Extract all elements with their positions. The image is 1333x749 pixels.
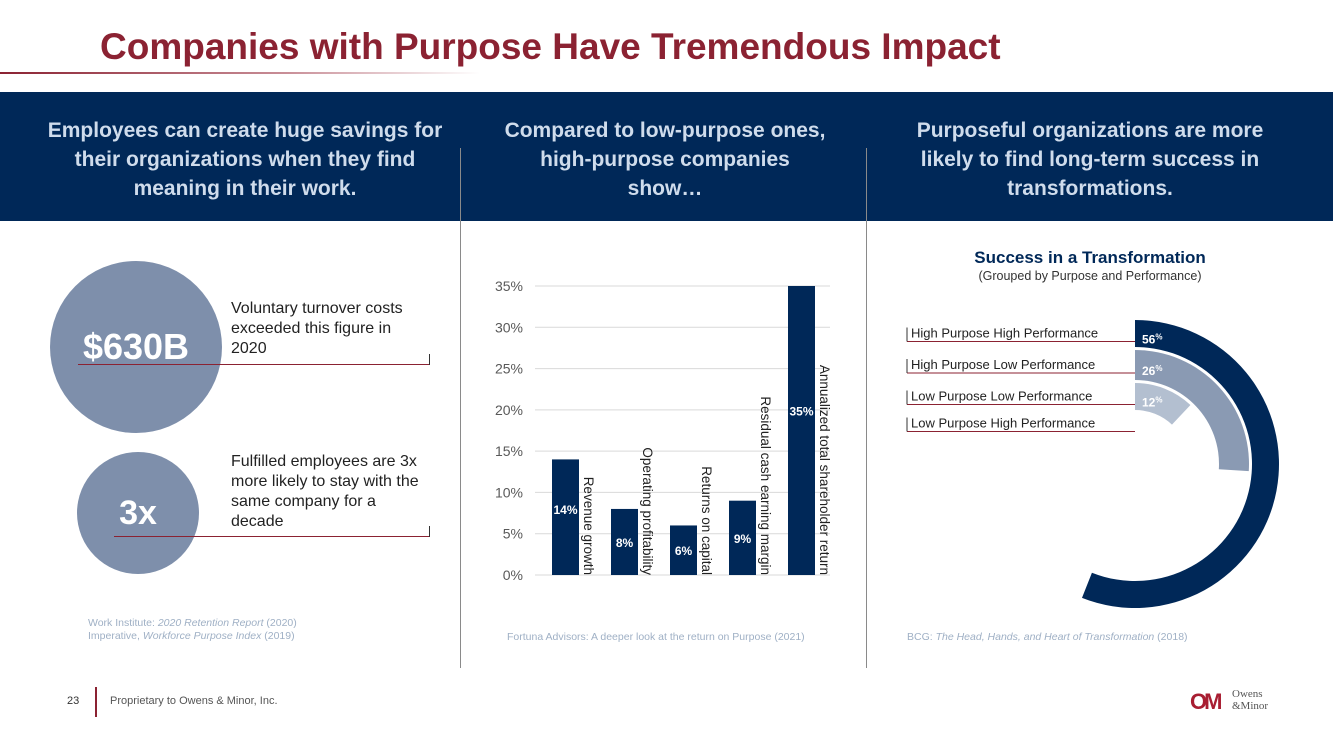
bar-data-label: 35% [789,404,813,418]
stat-value-savings: $630B [82,326,190,367]
stat-circle-retention: 3x [77,452,199,574]
bar [788,286,815,575]
divider-right [866,148,867,668]
source-left: Work Institute: 2020 Retention Report (2… [88,617,297,642]
title-underline [0,72,480,74]
y-tick-label: 15% [495,443,523,459]
y-tick-label: 10% [495,484,523,500]
column-heading-right: Purposeful organizations are more likely… [916,119,1264,200]
y-tick-label: 35% [495,278,523,294]
category-label: Revenue growth [581,477,596,575]
y-tick-label: 25% [495,361,523,377]
stat-bracket-savings [429,354,430,365]
y-tick-label: 20% [495,402,523,418]
legend-label: Low Purpose Low Performance [911,389,1092,404]
bar-data-label: 8% [616,536,634,550]
column-heading-middle: Compared to low-purpose ones, high-purpo… [504,119,826,200]
radial-bar [1135,350,1249,472]
bar [611,508,638,575]
legend-label: Low Purpose High Performance [911,416,1095,431]
legend-label: High Purpose High Performance [911,326,1098,341]
bar [670,525,697,575]
page-number: 23 [67,695,80,707]
bar-data-label: 9% [734,532,752,546]
stat-bracket-retention [429,526,430,537]
radial-bar [1135,383,1191,425]
divider-left [460,148,461,668]
bar [729,500,756,575]
stat-text-savings: Voluntary turnover costs exceeded this f… [231,300,403,357]
stat-text-retention: Fulfilled employees are 3x more likely t… [231,453,419,530]
y-tick-label: 5% [503,526,523,542]
stat-underline-savings [78,364,430,365]
radial-bar [1081,320,1279,608]
heading-band [0,92,1333,221]
source-middle: Fortuna Advisors: A deeper look at the r… [507,631,805,643]
radial-data-percent: % [1155,396,1162,405]
bar [552,459,579,575]
stat-value-retention: 3x [119,493,157,532]
category-label: Returns on capital [699,466,714,575]
bar-data-label: 6% [675,544,693,558]
stat-underline-retention [114,536,430,537]
footer-proprietary: Proprietary to Owens & Minor, Inc. [110,695,278,707]
category-label: Annualized total shareholder return [817,365,832,575]
source-right: BCG: The Head, Hands, and Heart of Trans… [907,631,1188,643]
category-label: Residual cash earning margin [758,396,773,575]
y-tick-label: 0% [503,567,523,583]
logo-word-minor: &Minor [1232,700,1269,712]
footer-divider [95,687,97,717]
chart-title: Success in a Transformation [974,248,1205,267]
radial-data-percent: % [1155,333,1162,342]
bar-chart: 0% 5% 10% 15% 20% 25% 30% 35% 14% Revenue growth 8… [495,278,832,583]
stat-circle-savings: $630B [50,261,222,433]
chart-subtitle: (Grouped by Purpose and Performance) [978,269,1201,283]
radial-chart: Success in a Transformation (Grouped by P… [906,248,1279,608]
logo-mark: OM [1190,689,1223,714]
company-logo: OM Owens &Minor [1190,688,1290,716]
logo-word-owens: Owens [1232,688,1263,700]
legend-label: High Purpose Low Performance [911,357,1095,372]
y-tick-label: 30% [495,319,523,335]
bar-data-label: 14% [553,503,577,517]
slide-title: Companies with Purpose Have Tremendous I… [100,26,1001,67]
radial-data-percent: % [1155,364,1162,373]
category-label: Operating profitability [640,447,655,575]
column-heading-left: Employees can create huge savings for th… [47,119,443,200]
